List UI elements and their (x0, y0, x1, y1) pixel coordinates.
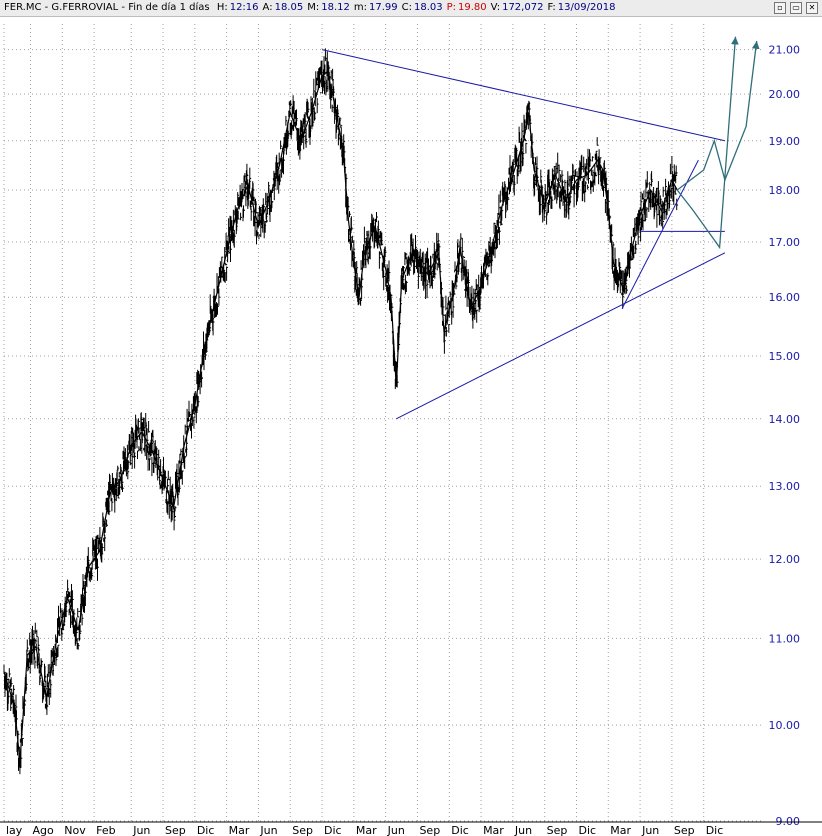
x-tick-label: Mar (483, 824, 504, 836)
projection-arrow (676, 36, 739, 250)
header-field: A: 18.05 (263, 0, 304, 16)
trendline (321, 49, 726, 142)
projection-paths (676, 36, 760, 250)
x-tick-label: Jun (132, 824, 150, 836)
grid (3, 24, 762, 822)
y-tick-label: 12.00 (769, 553, 801, 566)
y-tick-label: 15.00 (769, 350, 801, 363)
x-tick-label: Sep (419, 824, 440, 836)
header-field-label: m: (353, 2, 367, 13)
chart-title-bar: FER.MC - G.FERROVIAL - Fin de día 1 días… (0, 0, 822, 17)
period-label: Fin de día 1 días (128, 2, 210, 13)
price-bars (3, 48, 679, 775)
maximize-button[interactable]: ▭ (790, 2, 802, 14)
price-line (3, 70, 678, 763)
header-field-label: C: (401, 2, 412, 13)
x-tick-label: Nov (64, 824, 86, 836)
x-tick-label: Dic (451, 824, 469, 836)
y-tick-label: 10.00 (769, 719, 801, 732)
x-tick-label: Mar (229, 824, 250, 836)
header-field-label: M: (307, 2, 320, 13)
y-tick-label: 14.00 (769, 413, 801, 426)
header-field: H: 12:16 (217, 0, 259, 16)
header-field: F: 13/09/2018 (547, 0, 615, 16)
header-field: C: 18.03 (402, 0, 443, 16)
price-series (3, 48, 679, 775)
title-separator: - (41, 2, 52, 13)
x-tick-label: Sep (547, 824, 568, 836)
x-tick-label: Feb (96, 824, 115, 836)
x-tick-label: Dic (197, 824, 215, 836)
y-tick-label: 13.00 (769, 480, 801, 493)
header-field: m: 17.99 (354, 0, 398, 16)
y-tick-label: 20.00 (769, 88, 801, 101)
x-tick-label: Jun (514, 824, 532, 836)
y-axis: 9.0010.0011.0012.0013.0014.0015.0016.001… (769, 44, 801, 828)
trendlines (321, 49, 726, 420)
y-tick-label: 17.00 (769, 236, 801, 249)
y-tick-label: 18.00 (769, 184, 801, 197)
x-tick-label: Ago (33, 824, 55, 836)
header-field: M: 18.12 (307, 0, 350, 16)
header-field-value: 13/09/2018 (557, 2, 616, 13)
header-field-value: 17.99 (368, 2, 398, 13)
header-field-value: 18.12 (321, 2, 350, 13)
symbol: FER.MC (4, 2, 42, 13)
x-tick-label: Sep (165, 824, 186, 836)
header-field-value: 19.80 (458, 2, 487, 13)
x-axis: lay Ago Nov Feb Jun Sep Dic Mar Jun Sep Dic Mar Jun S… (0, 821, 822, 836)
header-field-label: F: (547, 2, 556, 13)
title-separator: - (118, 2, 129, 13)
company-name: G.FERROVIAL (51, 2, 119, 13)
y-tick-label: 16.00 (769, 291, 801, 304)
ohlc-fields: H: 12:16 A: 18.05 M: 18.12 m: 17.99 C: 18.03 P: 19.… (213, 2, 616, 13)
header-field-label: P: (446, 2, 457, 13)
y-tick-label: 19.00 (769, 135, 801, 148)
header-field-label: H: (216, 2, 228, 13)
header-field-value: 18.05 (274, 2, 304, 13)
y-tick-label: 11.00 (769, 632, 801, 645)
x-tick-label: Mar (610, 824, 631, 836)
x-tick-label: Dic (706, 824, 724, 836)
x-tick-label: Jun (387, 824, 405, 836)
x-tick-label: Sep (292, 824, 313, 836)
header-field-label: A: (262, 2, 273, 13)
header-field-value: 12:16 (229, 2, 259, 13)
price-chart[interactable]: 9.0010.0011.0012.0013.0014.0015.0016.001… (0, 17, 822, 836)
y-tick-label: 21.00 (769, 44, 801, 57)
projection-arrow (676, 40, 760, 191)
header-field: P: 19.80 (447, 0, 487, 16)
x-tick-label: Mar (356, 824, 377, 836)
x-tick-label: Jun (259, 824, 277, 836)
x-tick-label: Jun (641, 824, 659, 836)
minimize-button[interactable]: ▫ (774, 2, 786, 14)
header-field: V: 172,072 (491, 0, 544, 16)
trendline (621, 159, 699, 309)
header-field-label: V: (490, 2, 501, 13)
close-button[interactable]: ✕ (806, 2, 818, 14)
x-tick-label: lay (6, 824, 23, 836)
header-field-value: 172,072 (502, 2, 544, 13)
x-tick-label: Dic (578, 824, 596, 836)
header-field-value: 18.03 (413, 2, 443, 13)
trendline (396, 252, 726, 420)
x-tick-label: Sep (674, 824, 695, 836)
x-tick-label: Dic (324, 824, 342, 836)
